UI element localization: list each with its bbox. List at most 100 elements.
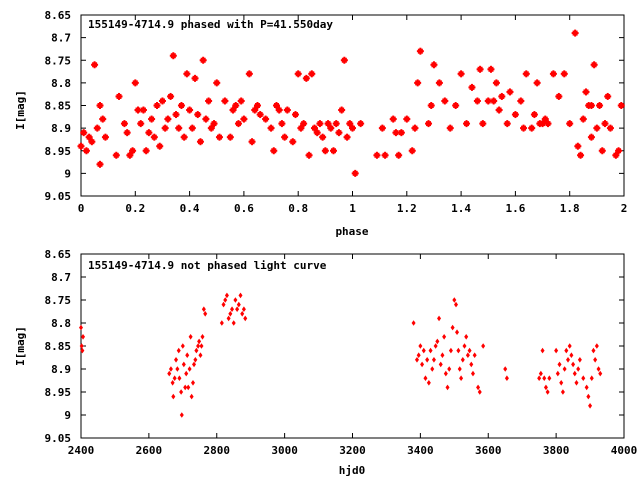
data-point xyxy=(351,169,359,177)
data-point xyxy=(456,347,461,354)
data-point xyxy=(538,370,543,377)
data-point xyxy=(427,102,435,109)
data-point xyxy=(194,111,202,119)
data-point xyxy=(357,120,365,128)
data-point xyxy=(237,97,245,105)
data-point xyxy=(574,380,579,386)
data-point xyxy=(465,352,470,358)
data-point xyxy=(297,124,305,132)
data-point xyxy=(272,102,280,109)
data-point xyxy=(139,106,147,114)
data-point xyxy=(335,129,343,137)
data-point xyxy=(487,65,495,73)
phased-data-points xyxy=(77,29,625,177)
data-point xyxy=(450,324,455,331)
data-point xyxy=(403,115,411,123)
data-point xyxy=(189,393,194,400)
data-point xyxy=(145,129,153,137)
data-point xyxy=(389,115,397,123)
phased-x-tick-label: 1.8 xyxy=(560,202,580,215)
data-point xyxy=(601,120,609,128)
unphased-x-tick-label: 2800 xyxy=(204,444,231,457)
data-point xyxy=(223,297,228,303)
data-point xyxy=(584,384,589,391)
phased-y-tick-label: 8.9 xyxy=(51,122,71,135)
data-point xyxy=(598,147,606,155)
data-point xyxy=(79,324,83,331)
data-point xyxy=(416,352,421,358)
data-point xyxy=(418,343,423,349)
data-point xyxy=(593,357,598,363)
data-point xyxy=(228,311,233,317)
data-point xyxy=(589,375,594,381)
data-point xyxy=(397,129,405,137)
phased-x-tick-label: 0.6 xyxy=(234,202,254,215)
data-point xyxy=(569,352,574,358)
data-point xyxy=(349,124,356,132)
unphased-y-tick-label: 8.65 xyxy=(45,248,72,261)
unphased-plot-title: 155149-4714.9 not phased light curve xyxy=(88,259,327,272)
data-point xyxy=(604,92,612,100)
data-point xyxy=(545,389,550,395)
data-point xyxy=(112,151,120,159)
data-point xyxy=(420,361,425,368)
data-point xyxy=(612,151,620,159)
data-point xyxy=(577,357,582,363)
data-point xyxy=(99,115,107,123)
data-point xyxy=(81,334,86,340)
data-point xyxy=(196,138,204,146)
data-point xyxy=(455,329,460,335)
phased-y-tick-label: 8.8 xyxy=(51,77,71,90)
data-point xyxy=(235,306,240,312)
data-point xyxy=(392,129,400,137)
data-point xyxy=(547,375,552,381)
data-point xyxy=(587,133,595,141)
data-point xyxy=(198,352,203,358)
data-point xyxy=(226,315,231,322)
data-point xyxy=(426,380,431,386)
data-point xyxy=(278,120,286,128)
data-point xyxy=(481,343,486,349)
data-point xyxy=(593,124,601,132)
data-point xyxy=(567,343,572,349)
data-point xyxy=(224,292,229,299)
phased-x-tick-label: 0.8 xyxy=(288,202,308,215)
data-point xyxy=(543,384,548,391)
data-point xyxy=(241,306,246,312)
unphased-y-tick-label: 8.95 xyxy=(45,386,72,399)
data-point xyxy=(564,347,569,354)
data-point xyxy=(167,370,172,377)
data-point xyxy=(533,79,541,87)
data-point xyxy=(148,115,156,123)
data-point xyxy=(484,97,492,105)
data-point xyxy=(85,133,93,141)
data-point xyxy=(606,124,614,132)
data-point xyxy=(327,124,335,132)
data-point xyxy=(126,151,134,159)
unphased-x-tick-label: 4000 xyxy=(611,444,638,457)
data-point xyxy=(437,315,442,322)
phased-x-tick-label: 0.2 xyxy=(125,202,145,215)
phased-y-tick-label: 8.65 xyxy=(45,9,72,22)
data-point xyxy=(101,133,109,141)
data-point xyxy=(215,133,223,141)
data-point xyxy=(183,384,188,391)
data-point xyxy=(492,79,500,87)
data-point xyxy=(416,47,424,55)
data-point xyxy=(598,370,603,377)
data-point xyxy=(457,70,465,78)
data-point xyxy=(270,147,278,155)
data-point xyxy=(579,115,587,123)
data-point xyxy=(430,366,435,372)
data-point xyxy=(517,97,525,105)
unphased-x-tick-label: 3000 xyxy=(271,444,298,457)
data-point xyxy=(137,120,145,128)
data-point xyxy=(490,97,498,105)
data-point xyxy=(378,124,386,132)
data-point xyxy=(150,133,158,141)
data-point xyxy=(544,120,552,128)
data-point xyxy=(541,115,549,123)
phased-axis-ticks: 0 0.2 0.4 0.6 0.8 1 1.2 1.4 1.6 1.8 2 8.65 8.7 8.75 8.… xyxy=(45,9,628,215)
data-point xyxy=(238,292,243,299)
unphased-x-tick-label: 2400 xyxy=(68,444,95,457)
